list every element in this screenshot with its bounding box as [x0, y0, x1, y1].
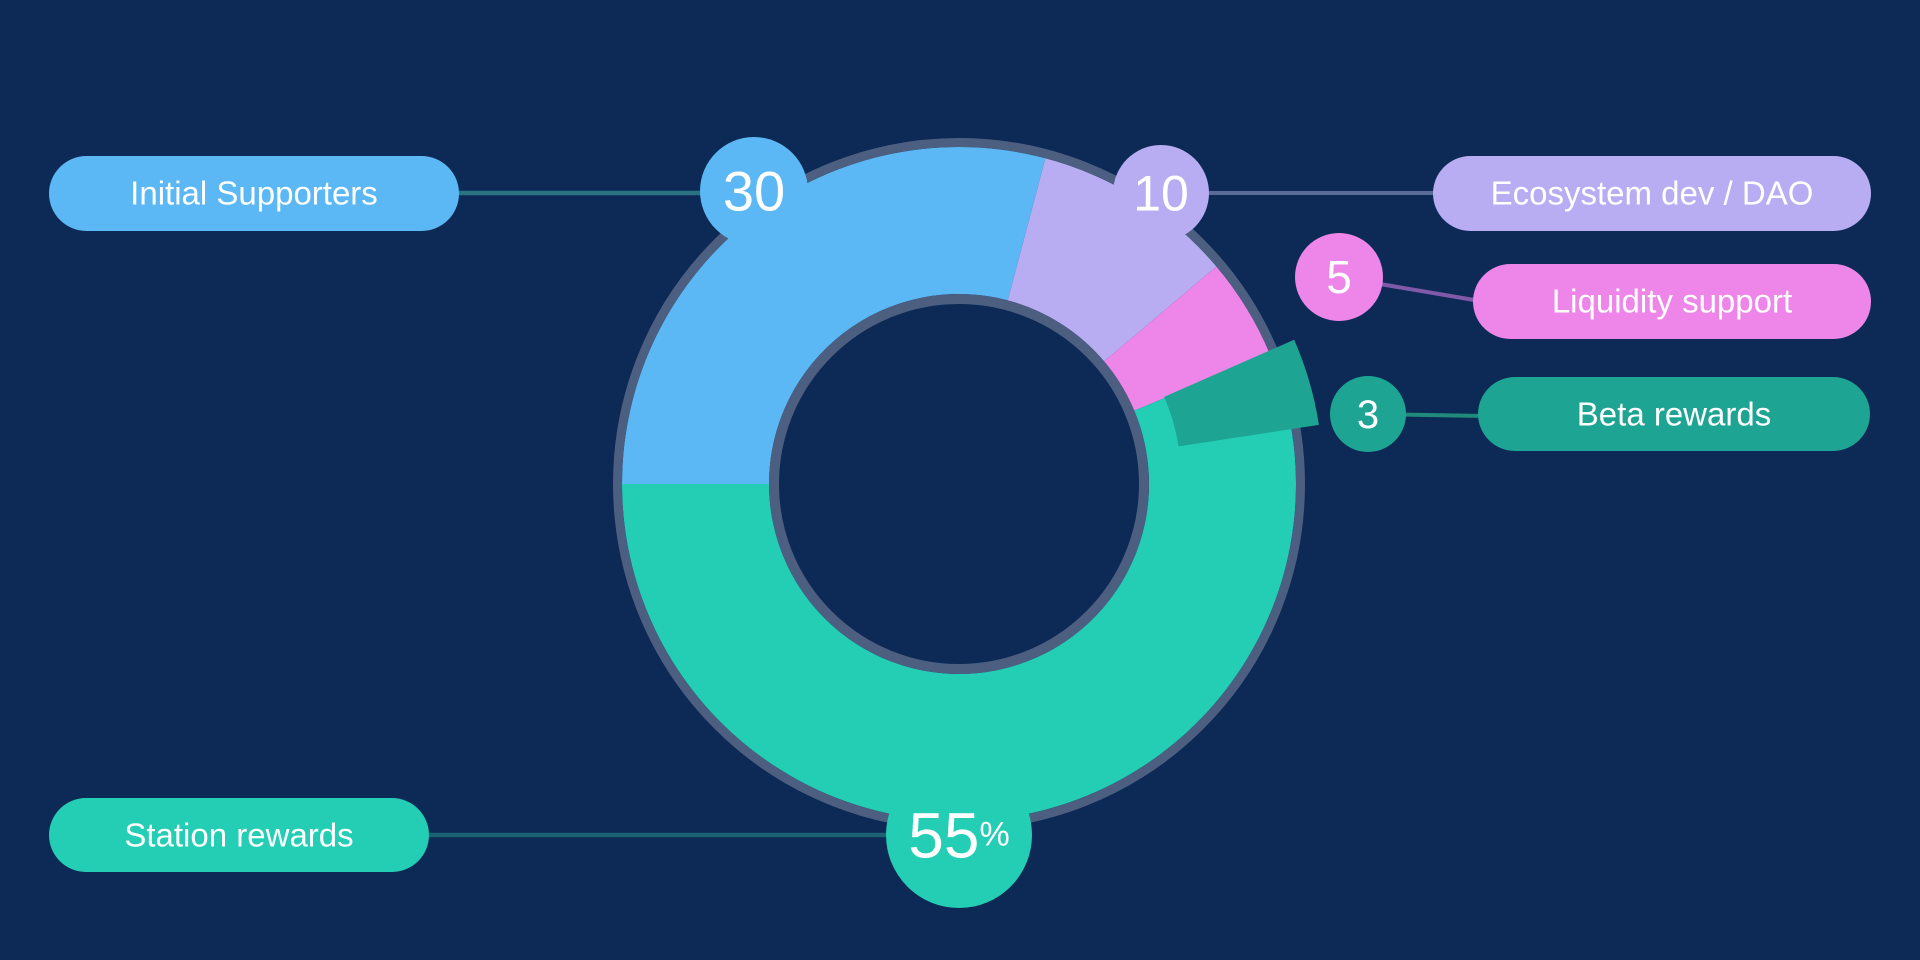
slice-initial-supporters [622, 146, 1046, 484]
label-text-liquidity-support: Liquidity support [1552, 283, 1792, 320]
callout-labels: Initial Supporters Ecosystem dev / DAO L… [49, 156, 1871, 872]
donut-slices [622, 146, 1296, 822]
label-text-station-rewards: Station rewards [124, 817, 353, 854]
slice-station-rewards [622, 353, 1296, 822]
donut-exploded-slice [1164, 339, 1319, 447]
value-badge-beta-rewards [1330, 376, 1406, 452]
value-badge-liquidity-support [1295, 233, 1383, 321]
value-badge-initial-supporters [700, 137, 808, 245]
value-label-station-rewards-percent-sign: % [979, 815, 1009, 853]
label-pill-station-rewards [49, 798, 429, 872]
value-label-station-rewards-number: 55 [908, 799, 979, 871]
value-badge-station-rewards [886, 762, 1032, 908]
slice-liquidity-support [1104, 266, 1270, 411]
label-text-initial-supporters: Initial Supporters [130, 175, 378, 212]
label-pill-ecosystem-dev-dao [1433, 156, 1871, 231]
value-label-initial-supporters: 30 [723, 160, 785, 223]
label-text-ecosystem-dev-dao: Ecosystem dev / DAO [1491, 175, 1814, 212]
label-pill-initial-supporters [49, 156, 459, 231]
label-pill-liquidity-support [1473, 264, 1871, 339]
slice-beta-rewards [1164, 339, 1319, 447]
slice-ecosystem-dev-dao [1007, 158, 1217, 362]
value-badge-ecosystem-dev-dao [1113, 145, 1209, 241]
value-label-station-rewards: 55% [908, 799, 1009, 871]
value-badges: 30 10 5 3 55% [700, 137, 1406, 908]
donut-inner-rim [769, 294, 1149, 674]
value-label-liquidity-support: 5 [1326, 251, 1352, 303]
value-label-beta-rewards: 3 [1357, 393, 1379, 437]
label-text-beta-rewards: Beta rewards [1577, 396, 1771, 433]
label-pill-beta-rewards [1478, 377, 1870, 451]
value-label-ecosystem-dev-dao: 10 [1133, 166, 1189, 222]
